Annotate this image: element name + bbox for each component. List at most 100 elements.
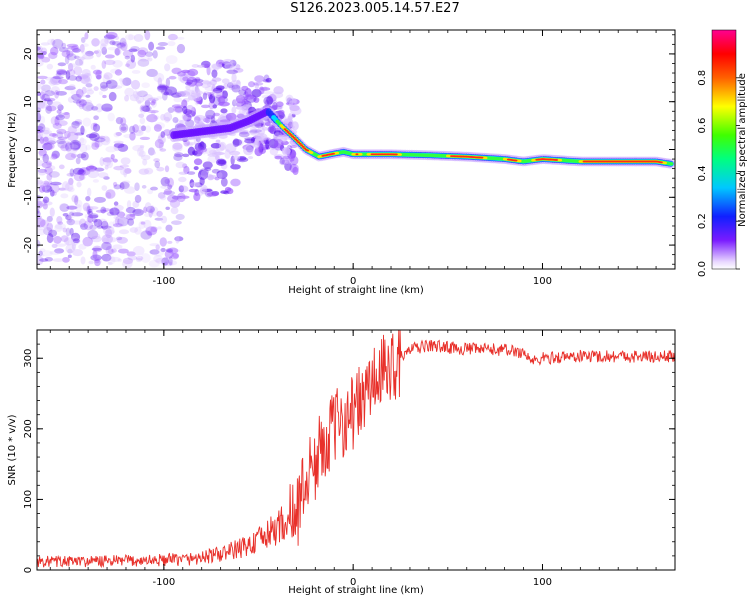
heatmap-blob (244, 138, 255, 144)
heatmap-blob (79, 174, 86, 181)
heatmap-blob (68, 75, 78, 81)
heatmap-blob (51, 45, 58, 49)
heatmap-blob (52, 76, 64, 80)
heatmap-blob (105, 79, 118, 90)
heatmap-blob (46, 183, 51, 192)
heatmap-blob (37, 199, 43, 206)
heatmap-blob (291, 98, 297, 104)
heatmap-blob (105, 189, 116, 199)
heatmap-blob (158, 85, 169, 89)
heatmap-blob (85, 83, 93, 88)
heatmap-blob (132, 200, 140, 208)
heatmap-blob (124, 167, 132, 174)
heatmap-blob (115, 216, 120, 226)
heatmap-blob (167, 40, 176, 47)
heatmap-blob (101, 46, 107, 55)
heatmap-blob (211, 84, 217, 94)
heatmap-blob (168, 75, 177, 80)
heatmap-blob (231, 106, 237, 114)
y-tick-label: 0 (23, 567, 34, 573)
heatmap-blob (87, 229, 99, 240)
heatmap-blob (278, 158, 289, 166)
heatmap-blob (198, 141, 207, 151)
heatmap-blob (107, 46, 118, 51)
heatmap-blob (62, 112, 70, 116)
heatmap-red (291, 135, 295, 138)
heatmap-blob (116, 236, 128, 244)
heatmap-blob (68, 210, 77, 218)
heatmap-blob (82, 202, 91, 212)
heatmap-blob (184, 141, 196, 146)
heatmap-blob (67, 248, 73, 254)
heatmap-blob (288, 152, 296, 162)
heatmap-blob (139, 145, 145, 149)
snr-panel: -100 0 100 0 100 200 300 Height of straight li… (7, 329, 676, 596)
heatmap-blob (138, 220, 146, 229)
heatmap-blob (171, 253, 179, 260)
heatmap-blob (73, 55, 80, 59)
heatmap-blob (48, 180, 53, 185)
heatmap-blob (125, 206, 136, 214)
heatmap-blob (82, 236, 93, 247)
heatmap-blob (187, 94, 196, 101)
heatmap-blob (106, 36, 115, 44)
heatmap-blob (58, 79, 68, 85)
y-tick-label: 100 (23, 490, 34, 509)
heatmap-blob (60, 193, 69, 199)
heatmap-blob (105, 146, 117, 153)
heatmap-blob (123, 213, 129, 219)
heatmap-blob (37, 125, 44, 131)
heatmap-blob (292, 166, 299, 176)
heatmap-blob (207, 153, 218, 157)
heatmap-blob (42, 153, 49, 164)
heatmap-blob (209, 93, 216, 104)
heatmap-blob (37, 210, 41, 218)
heatmap-blob (114, 69, 123, 76)
heatmap-blob (144, 125, 152, 133)
heatmap-blob (104, 136, 110, 143)
heatmap-blob (114, 208, 120, 215)
heatmap-blob (217, 117, 227, 122)
heatmap-blob (113, 143, 121, 152)
heatmap-blob (233, 67, 244, 73)
heatmap-blob (147, 57, 153, 62)
heatmap-blob (40, 79, 46, 85)
heatmap-blob (185, 110, 196, 118)
heatmap-blob (231, 84, 241, 93)
heatmap-blob (203, 117, 209, 123)
heatmap-blob (160, 215, 168, 224)
heatmap-blob (37, 53, 45, 60)
heatmap-blob (87, 211, 94, 215)
heatmap-blob (140, 154, 151, 161)
y-tick-label: 20 (23, 48, 34, 61)
heatmap-red (283, 128, 287, 131)
heatmap-blob (75, 157, 81, 165)
heatmap-blob (140, 230, 152, 240)
heatmap-blob (37, 54, 44, 59)
heatmap-blob (78, 138, 87, 146)
heatmap-blob (106, 236, 117, 243)
heatmap-blob (75, 238, 81, 244)
heatmap-blob (81, 101, 94, 112)
heatmap-blob (46, 222, 54, 232)
heatmap-blob (150, 101, 156, 106)
heatmap-blob (137, 49, 147, 58)
heatmap-blob (78, 167, 91, 176)
heatmap-blob (56, 139, 66, 145)
heatmap-blob (80, 125, 85, 135)
x-tick-label: -100 (152, 276, 175, 287)
heatmap-blob (65, 142, 73, 152)
heatmap-blob (114, 142, 122, 150)
heatmap-blob (235, 94, 246, 104)
heatmap-blob (51, 243, 58, 248)
heatmap-blob (100, 43, 107, 52)
colorbar-tick-label: 0.6 (697, 118, 708, 134)
heatmap-blob (55, 114, 65, 121)
heatmap-blob (232, 99, 237, 107)
heatmap-blob (59, 203, 68, 211)
heatmap-blob (212, 104, 218, 109)
heatmap-blob (54, 90, 60, 99)
heatmap-blob (85, 165, 97, 172)
heatmap-blob (57, 62, 67, 67)
heatmap-blob (193, 166, 199, 171)
